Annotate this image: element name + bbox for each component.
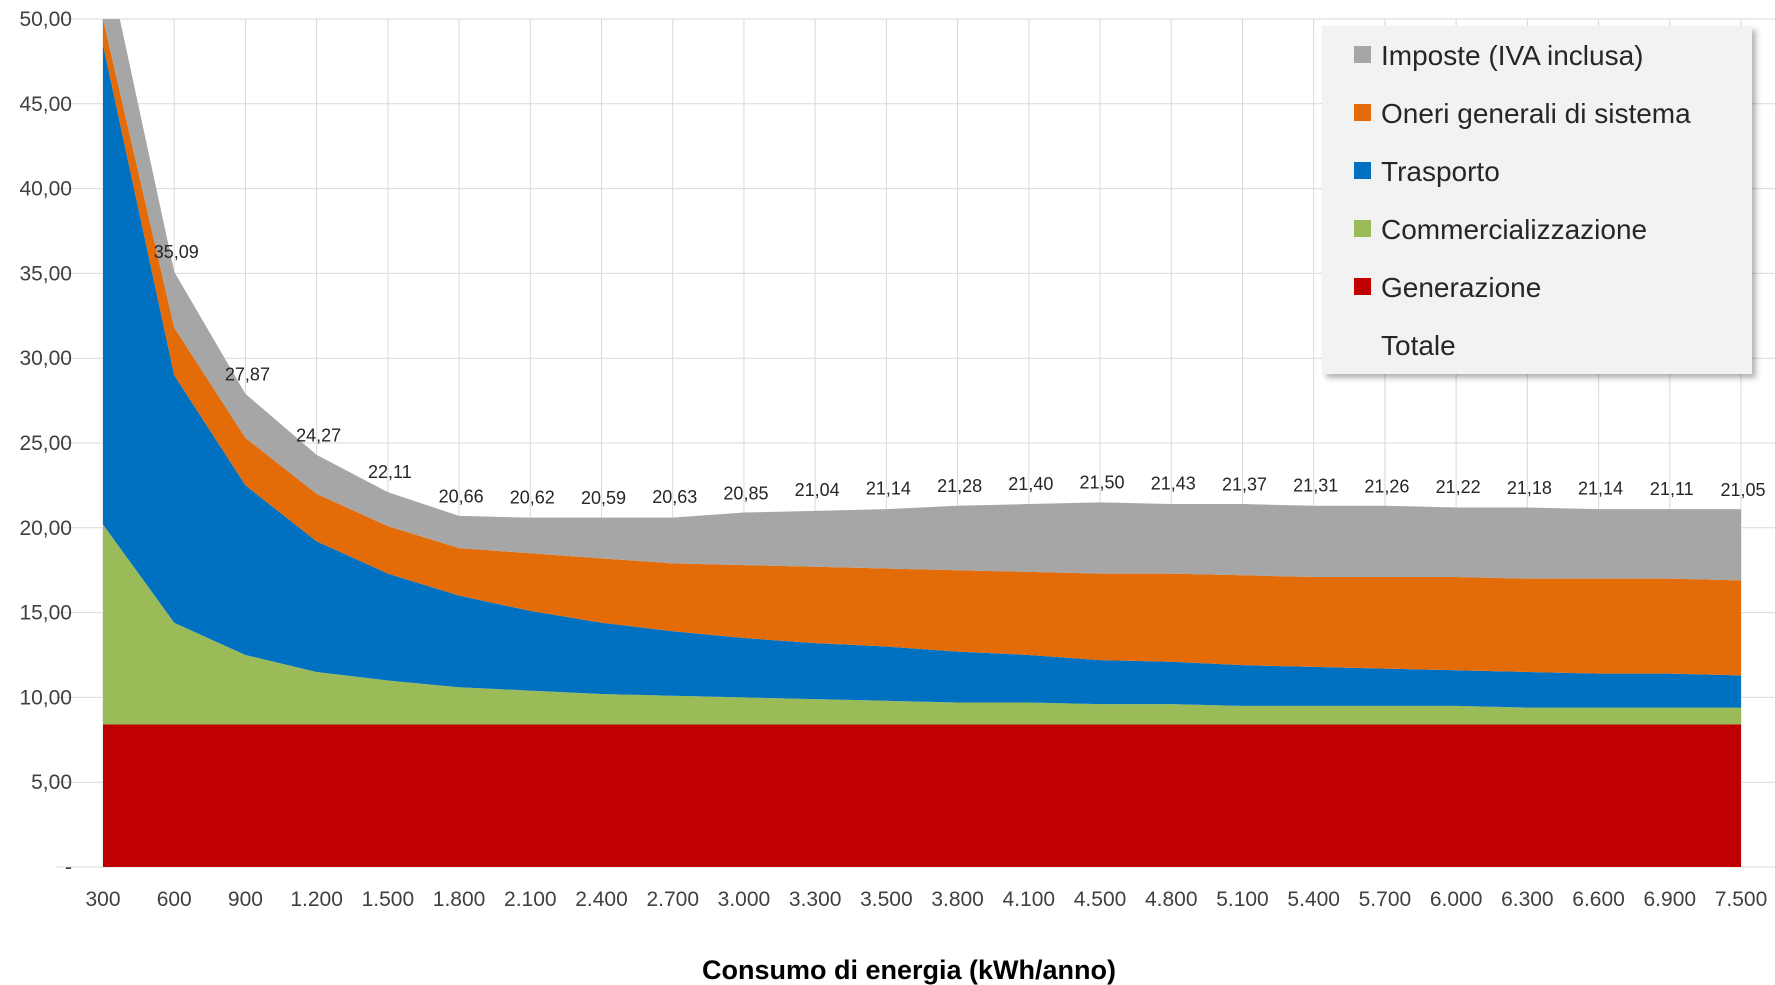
x-tick-label: 4.500 <box>1074 888 1127 911</box>
x-axis-tick-labels: 300 600 900 1.200 1.500 1.800 2.100 2.400 2.700 3… <box>85 888 1767 911</box>
total-data-label: 27,87 <box>225 364 270 384</box>
total-data-label: 21,18 <box>1507 478 1552 498</box>
legend-swatch <box>1354 278 1371 295</box>
x-tick-label: 300 <box>85 888 120 911</box>
legend-swatch <box>1354 46 1371 63</box>
x-tick-label: 4.100 <box>1003 888 1056 911</box>
x-tick-label: 6.300 <box>1501 888 1554 911</box>
total-data-label: 35,09 <box>154 242 199 262</box>
legend-label: Commercializzazione <box>1381 214 1647 245</box>
total-data-label: 21,50 <box>1080 472 1125 492</box>
total-data-label: 21,14 <box>866 478 911 498</box>
total-data-label: 21,14 <box>1578 478 1623 498</box>
legend-swatch <box>1354 104 1371 121</box>
total-data-label: 20,62 <box>510 487 555 507</box>
x-tick-label: 4.800 <box>1145 888 1198 911</box>
x-tick-label: 3.500 <box>860 888 913 911</box>
x-tick-label: 1.500 <box>362 888 415 911</box>
y-tick-label: 30,00 <box>19 347 72 370</box>
x-tick-label: 3.000 <box>718 888 771 911</box>
x-tick-label: 600 <box>157 888 192 911</box>
total-data-label: 21,40 <box>1008 474 1053 494</box>
legend-label: Oneri generali di sistema <box>1381 98 1691 129</box>
x-tick-label: 1.800 <box>433 888 486 911</box>
x-tick-label: 6.900 <box>1644 888 1697 911</box>
total-data-label: 24,27 <box>296 425 341 445</box>
y-tick-label: 15,00 <box>19 602 72 625</box>
total-data-label: 22,11 <box>368 462 412 482</box>
total-data-label: 21,11 <box>1650 479 1694 499</box>
x-tick-label: 2.700 <box>646 888 699 911</box>
y-tick-label: 50,00 <box>19 8 72 31</box>
x-tick-label: 3.800 <box>931 888 984 911</box>
x-tick-label: 6.000 <box>1430 888 1483 911</box>
total-data-label: 20,63 <box>652 487 697 507</box>
x-tick-label: 2.400 <box>575 888 628 911</box>
x-tick-label: 1.200 <box>290 888 343 911</box>
legend-swatch <box>1354 162 1371 179</box>
y-tick-label: 10,00 <box>19 686 72 709</box>
total-data-label: 21,26 <box>1364 476 1409 496</box>
x-tick-label: 7.500 <box>1715 888 1768 911</box>
y-tick-label: 20,00 <box>19 517 72 540</box>
total-data-label: 21,05 <box>1720 480 1765 500</box>
y-axis-tick-labels: - 5,00 10,00 15,00 20,00 25,00 30,00 35,00 40,00… <box>19 8 72 879</box>
y-tick-label: 5,00 <box>31 771 72 794</box>
x-tick-label: 6.600 <box>1572 888 1625 911</box>
y-tick-label: 25,00 <box>19 432 72 455</box>
x-tick-label: 5.400 <box>1287 888 1340 911</box>
legend-label: Trasporto <box>1381 156 1500 187</box>
y-tick-label: 40,00 <box>19 178 72 201</box>
area-generazione <box>103 725 1741 867</box>
legend-label: Generazione <box>1381 272 1541 303</box>
total-data-label: 21,22 <box>1436 477 1481 497</box>
x-tick-label: 900 <box>228 888 263 911</box>
total-data-label: 21,28 <box>937 476 982 496</box>
total-data-label: 21,43 <box>1151 474 1196 494</box>
y-tick-label: 45,00 <box>19 93 72 116</box>
x-tick-label: 5.100 <box>1216 888 1269 911</box>
legend: Imposte (IVA inclusa) Oneri generali di s… <box>1322 26 1752 374</box>
x-tick-label: 3.300 <box>789 888 842 911</box>
legend-box <box>1322 26 1752 374</box>
legend-label: Imposte (IVA inclusa) <box>1381 40 1643 71</box>
x-axis-title: Consumo di energia (kWh/anno) <box>702 955 1116 985</box>
total-data-label: 21,04 <box>795 480 840 500</box>
legend-label: Totale <box>1381 330 1456 361</box>
y-tick-label: - <box>65 856 72 879</box>
x-tick-label: 2.100 <box>504 888 557 911</box>
total-data-label: 21,37 <box>1222 475 1267 495</box>
y-tick-label: 35,00 <box>19 262 72 285</box>
total-data-label: 20,85 <box>723 483 768 503</box>
x-tick-label: 5.700 <box>1359 888 1412 911</box>
legend-swatch <box>1354 220 1371 237</box>
total-data-label: 20,59 <box>581 488 626 508</box>
total-data-label: 20,66 <box>439 487 484 507</box>
total-data-label: 21,31 <box>1293 476 1338 496</box>
